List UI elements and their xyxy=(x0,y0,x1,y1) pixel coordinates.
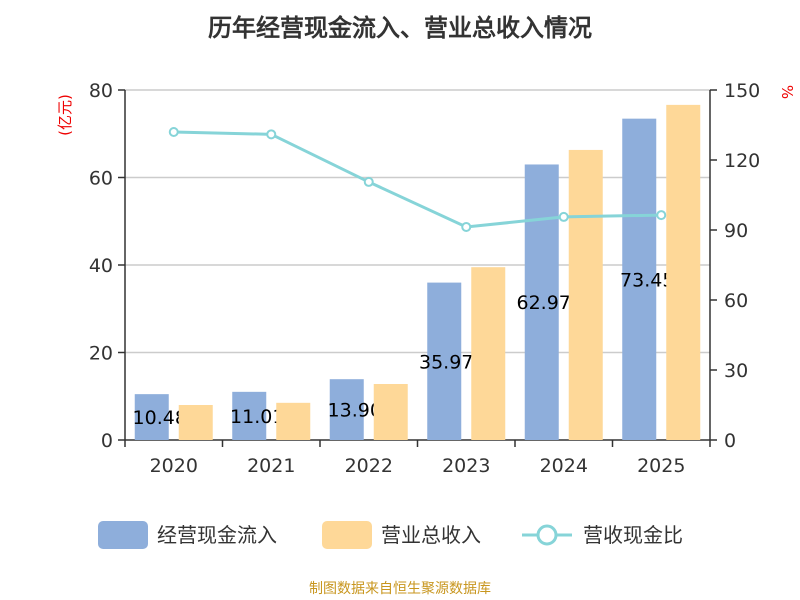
right-axis-unit: % xyxy=(778,85,796,99)
bar-cash-inflow xyxy=(134,394,169,440)
left-tick-label: 20 xyxy=(89,343,113,365)
bar-revenue xyxy=(666,104,701,440)
chart-title: 历年经营现金流入、营业总收入情况 xyxy=(208,14,592,42)
x-tick-label: 2021 xyxy=(247,455,295,477)
left-axis-unit: (亿元) xyxy=(56,94,74,136)
line-point-ratio xyxy=(168,127,179,137)
source-note: 制图数据来自恒生聚源数据库 xyxy=(309,581,491,597)
left-tick-label: 80 xyxy=(89,80,113,102)
x-tick-label: 2020 xyxy=(150,455,198,477)
right-tick-label: 60 xyxy=(724,290,748,312)
legend-marker-ratio xyxy=(536,524,558,546)
bar-cash-inflow xyxy=(622,118,657,440)
bar-revenue xyxy=(568,149,603,440)
line-point-ratio xyxy=(363,176,374,187)
right-tick-label: 30 xyxy=(724,360,748,382)
left-tick-label: 60 xyxy=(89,168,113,190)
legend-label-cash-inflow: 经营现金流入 xyxy=(157,523,277,547)
line-ratio xyxy=(173,130,662,229)
right-tick-label: 150 xyxy=(724,80,760,102)
line-point-ratio xyxy=(266,129,277,140)
x-tick-label: 2024 xyxy=(540,455,588,477)
data-label-cash-inflow: 13.90 xyxy=(328,400,382,422)
bar-cash-inflow xyxy=(524,164,559,440)
data-label-cash-inflow: 11.01 xyxy=(230,406,284,428)
bar-revenue xyxy=(276,402,311,440)
bar-cash-inflow xyxy=(329,379,364,440)
right-tick-label: 0 xyxy=(724,430,736,452)
x-tick-label: 2022 xyxy=(345,455,393,477)
line-point-ratio xyxy=(461,221,472,232)
legend-swatch-cash-inflow xyxy=(98,521,148,549)
x-tick-label: 2025 xyxy=(637,455,685,477)
legend-swatch-revenue xyxy=(322,521,372,549)
data-label-cash-inflow: 35.978 xyxy=(419,351,485,373)
legend-label-ratio: 营收现金比 xyxy=(583,523,683,547)
line-point-ratio xyxy=(558,211,569,222)
legend-label-revenue: 营业总收入 xyxy=(381,523,481,547)
bar-cash-inflow xyxy=(232,391,267,440)
data-label-cash-inflow: 73.45 xyxy=(620,269,674,291)
bar-cash-inflow xyxy=(427,282,462,440)
x-tick-label: 2023 xyxy=(442,455,490,477)
data-label-cash-inflow: 62.978 xyxy=(517,292,583,314)
left-tick-label: 40 xyxy=(89,255,113,277)
bar-revenue xyxy=(471,267,506,440)
data-label-cash-inflow: 10.48 xyxy=(133,407,187,429)
right-tick-label: 120 xyxy=(724,150,760,172)
line-point-ratio xyxy=(656,210,667,221)
right-tick-label: 90 xyxy=(724,220,748,242)
bar-revenue xyxy=(178,405,213,440)
left-tick-label: 0 xyxy=(101,430,113,452)
bar-revenue xyxy=(373,384,408,440)
